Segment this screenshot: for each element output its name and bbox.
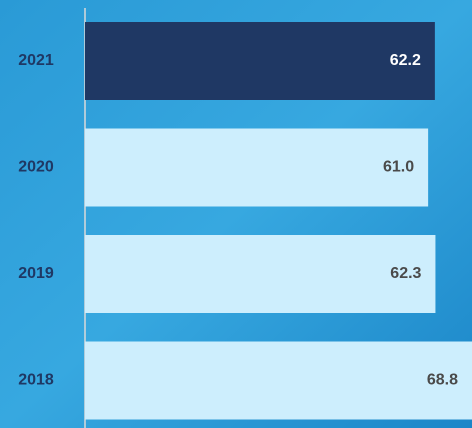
category-label: 2018 bbox=[18, 372, 54, 389]
value-label: 62.2 bbox=[390, 52, 421, 69]
value-label: 68.8 bbox=[427, 372, 458, 389]
bar bbox=[85, 341, 472, 420]
bar bbox=[85, 128, 429, 207]
category-label: 2020 bbox=[18, 159, 54, 176]
category-label: 2019 bbox=[18, 265, 54, 282]
bar bbox=[85, 235, 436, 313]
category-label: 2021 bbox=[18, 52, 54, 69]
value-label: 61.0 bbox=[383, 159, 414, 176]
value-label: 62.3 bbox=[390, 265, 421, 282]
bar bbox=[85, 22, 435, 100]
